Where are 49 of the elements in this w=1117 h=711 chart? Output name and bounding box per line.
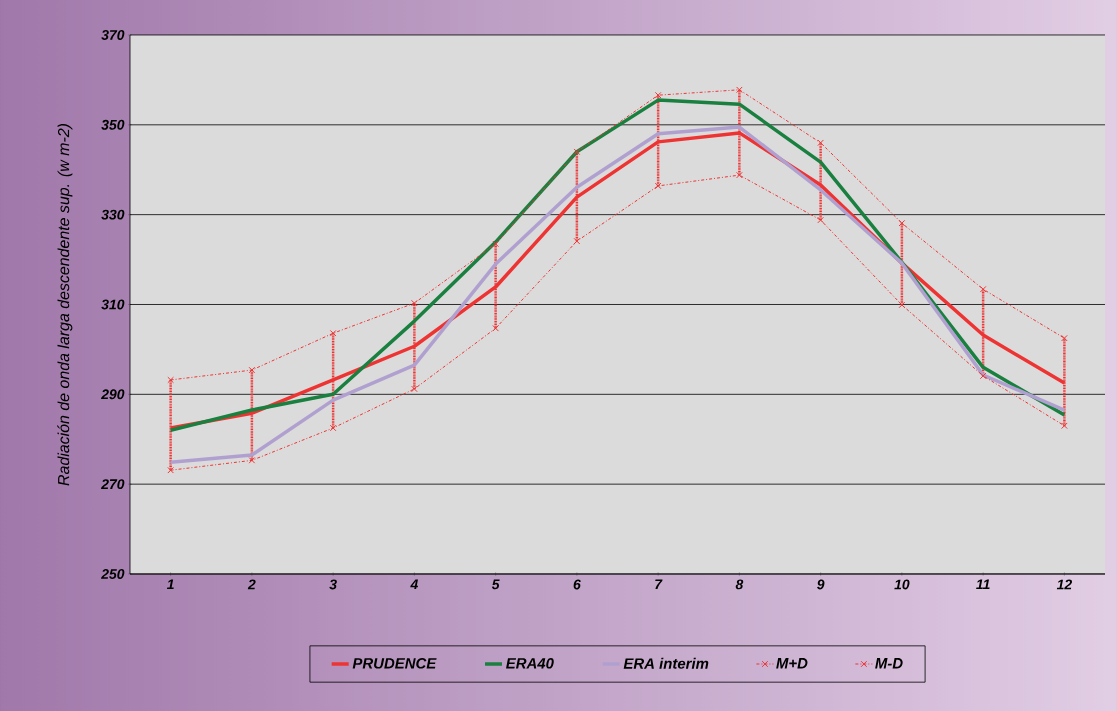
y-tick-label: 290: [101, 389, 125, 400]
point: [817, 216, 824, 224]
legend-label: PRUDENCE: [352, 658, 437, 669]
point: [411, 299, 418, 307]
x-tick-label: 12: [1056, 579, 1072, 590]
point: [492, 324, 499, 332]
x-tick-label: 11: [976, 579, 990, 590]
point: [411, 385, 418, 393]
legend-label: ERA40: [506, 658, 554, 669]
point: [898, 219, 906, 227]
x-tick-label: 4: [410, 579, 419, 590]
x-tick-label: 8: [735, 579, 744, 590]
point: [573, 237, 581, 245]
y-tick-label: 250: [101, 569, 125, 579]
point: [167, 376, 174, 384]
point: [979, 285, 987, 293]
point: [167, 466, 174, 474]
y-tick-label: 330: [101, 209, 125, 220]
point: [329, 329, 337, 337]
x-tick-label: 9: [817, 579, 825, 590]
point: [1061, 334, 1068, 342]
point: [1061, 422, 1068, 430]
point: [736, 171, 743, 179]
x-tick-label: 5: [491, 579, 500, 590]
point: [817, 139, 824, 147]
y-tick-label: 370: [101, 30, 125, 40]
y-tick-label: 310: [101, 299, 125, 310]
x-tick-label: 10: [894, 579, 910, 590]
point: [654, 182, 662, 190]
point: [329, 424, 337, 432]
x-tick-label: 6: [573, 579, 581, 590]
y-tick-label: 350: [101, 119, 125, 130]
point: [654, 91, 662, 99]
point: [248, 457, 256, 464]
point: [979, 372, 987, 380]
legend-label: ERA interim: [623, 657, 709, 669]
legend-label: M+D: [776, 658, 808, 669]
y-axis-title: Radiación de onda larga descendente sup. (w m-2): [57, 124, 73, 486]
x-tick-label: 7: [655, 579, 663, 590]
x-tick-label: 3: [329, 579, 337, 590]
point: [492, 240, 499, 248]
point: [248, 366, 256, 374]
x-tick-label: 1: [166, 579, 174, 590]
point: [736, 86, 743, 94]
point: [898, 301, 906, 309]
y-tick-label: 270: [101, 479, 125, 490]
legend-label: M-D: [875, 658, 903, 669]
x-tick-label: 2: [247, 579, 256, 590]
point: [573, 148, 581, 156]
